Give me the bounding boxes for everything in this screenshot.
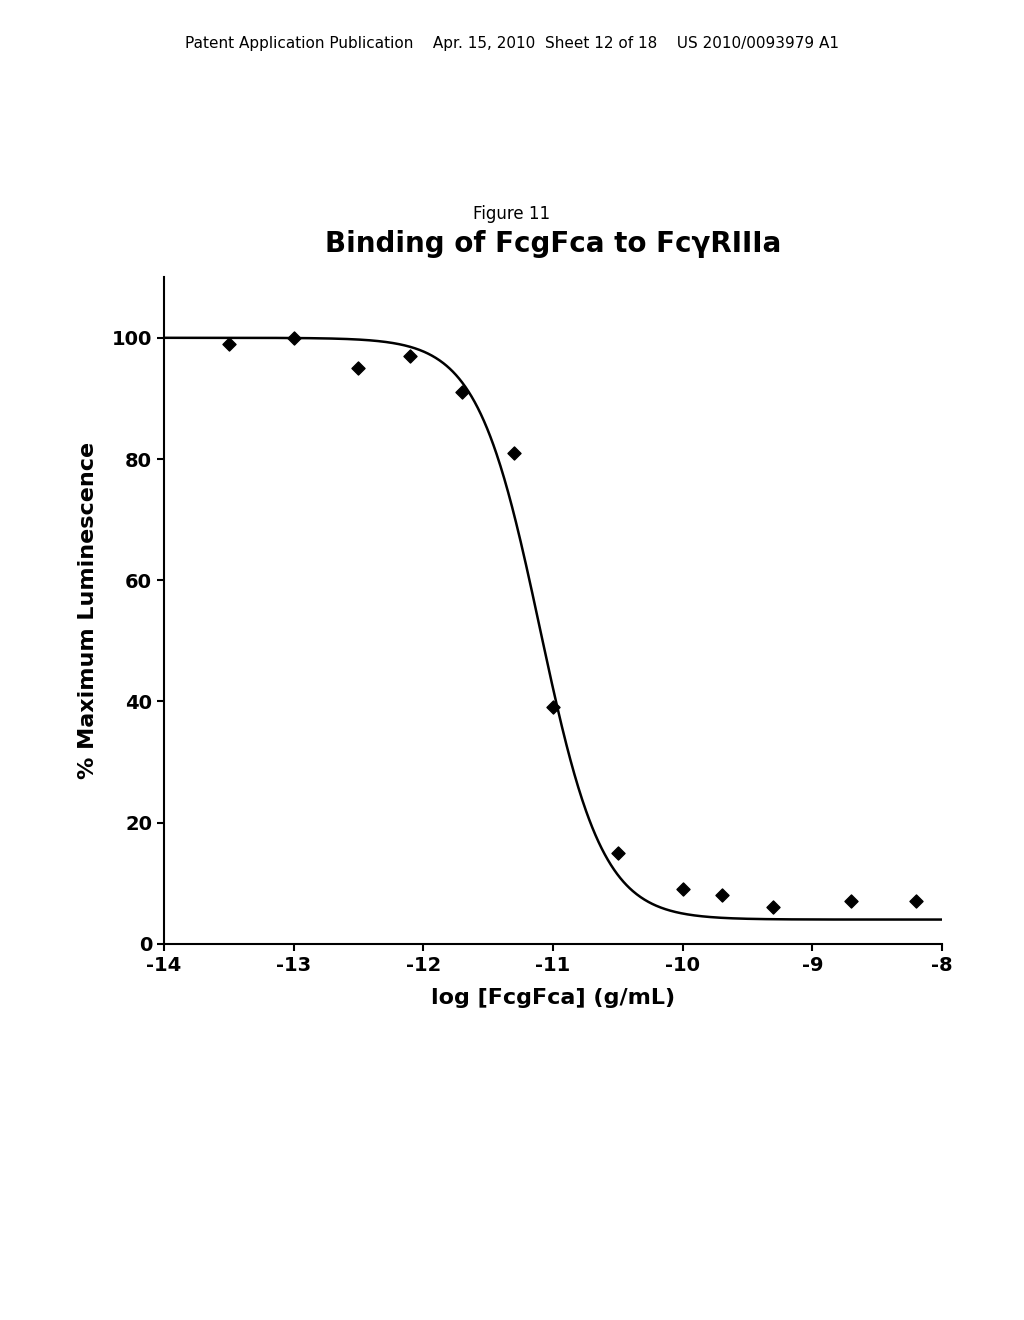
X-axis label: log [FcgFca] (g/mL): log [FcgFca] (g/mL) (431, 989, 675, 1008)
Point (675, 879, 691, 900)
Point (286, 327, 302, 348)
Point (220, 334, 237, 355)
Point (714, 884, 730, 906)
Point (908, 891, 925, 912)
Point (843, 891, 859, 912)
Point (609, 842, 626, 863)
Point (545, 697, 561, 718)
Point (350, 358, 367, 379)
Point (402, 346, 419, 367)
Title: Binding of FcgFca to FcγRIIIa: Binding of FcgFca to FcγRIIIa (325, 230, 781, 259)
Point (765, 896, 781, 917)
Point (506, 442, 522, 463)
Y-axis label: % Maximum Luminescence: % Maximum Luminescence (78, 442, 97, 779)
Text: Figure 11: Figure 11 (473, 205, 551, 223)
Text: Patent Application Publication    Apr. 15, 2010  Sheet 12 of 18    US 2010/00939: Patent Application Publication Apr. 15, … (185, 36, 839, 50)
Point (454, 381, 470, 403)
